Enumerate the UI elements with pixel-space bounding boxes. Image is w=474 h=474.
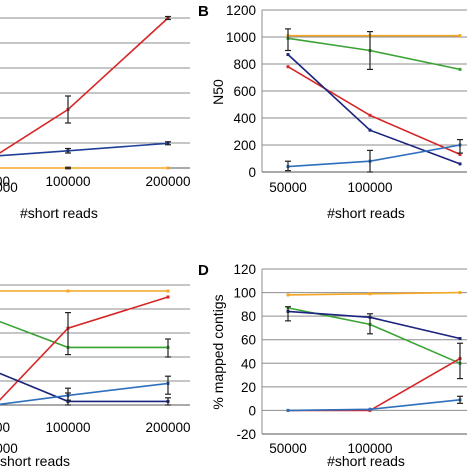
x-tick-label-a: 00 (0, 174, 10, 189)
y-tick-label-b: 0 (248, 165, 256, 180)
y-axis-title-b: N50 (210, 79, 226, 105)
data-point-b (368, 113, 372, 117)
y-tick-label-d: 0 (248, 403, 256, 418)
series-line-b-4 (287, 144, 461, 168)
x-tick-label-d: 50000 (269, 441, 307, 456)
y-tick-label-d: 80 (241, 309, 256, 324)
y-tick-label-b: 1000 (226, 30, 256, 45)
series-line-b-2 (287, 66, 461, 156)
series-line-a-1 (0, 142, 169, 157)
data-point-c (166, 289, 170, 293)
series-line-c-2 (0, 296, 169, 401)
x-tick-label-d: 20000 (0, 441, 18, 456)
x-tick-label-a: 100000 (45, 174, 90, 189)
data-point-d (458, 291, 462, 295)
x-tick-label-c: 200000 (145, 420, 190, 435)
data-point-b (458, 67, 462, 71)
y-tick-label-b: 600 (233, 84, 256, 99)
series-line-d-4 (287, 399, 461, 412)
y-tick-label-d: 100 (233, 286, 256, 301)
x-axis-title-d: #short reads (327, 453, 405, 469)
series-line-d-2 (287, 310, 461, 340)
y-tick-label-b: 800 (233, 57, 256, 72)
data-point-b (458, 152, 462, 156)
x-tick-label-b: 50000 (269, 180, 307, 195)
data-point-b (286, 65, 290, 69)
panel-letter-d: D (198, 262, 209, 279)
y-axis-title-d: % mapped contigs (210, 294, 226, 409)
y-tick-label-b: 200 (233, 138, 256, 153)
data-point-b (458, 162, 462, 166)
series-line-a-0 (0, 17, 169, 154)
x-tick-label-b: 20000 (0, 180, 18, 195)
x-tick-label-c: 00 (0, 420, 10, 435)
data-point-d (368, 407, 372, 411)
data-point-d (368, 292, 372, 296)
y-tick-label-d: -20 (236, 427, 256, 442)
data-point-d (286, 408, 290, 412)
y-tick-label-d: 20 (241, 380, 256, 395)
x-tick-label-b: 100000 (347, 180, 392, 195)
y-tick-label-b: 1200 (226, 3, 256, 18)
y-tick-label-d: 120 (233, 262, 256, 277)
series-line-b-3 (287, 53, 461, 165)
y-tick-label-b: 400 (233, 111, 256, 126)
x-tick-label-d: 100000 (347, 441, 392, 456)
x-tick-label-c: 100000 (45, 420, 90, 435)
data-point-d (286, 293, 290, 297)
series-line-b-1 (287, 37, 461, 71)
data-point-c (166, 295, 170, 299)
data-point-a (166, 166, 170, 170)
x-axis-title-a: #short reads (20, 205, 98, 221)
x-axis-title-c: short reads (0, 453, 70, 469)
data-point-d (458, 337, 462, 341)
data-point-b (286, 53, 290, 57)
y-tick-label-d: 40 (241, 356, 256, 371)
data-point-b (368, 128, 372, 132)
x-tick-label-a: 200000 (145, 174, 190, 189)
x-axis-title-b: #short reads (327, 205, 405, 221)
panel-letter-b: B (198, 3, 209, 20)
data-point-c (66, 289, 70, 293)
y-tick-label-d: 60 (241, 333, 256, 348)
data-point-b (458, 34, 462, 38)
